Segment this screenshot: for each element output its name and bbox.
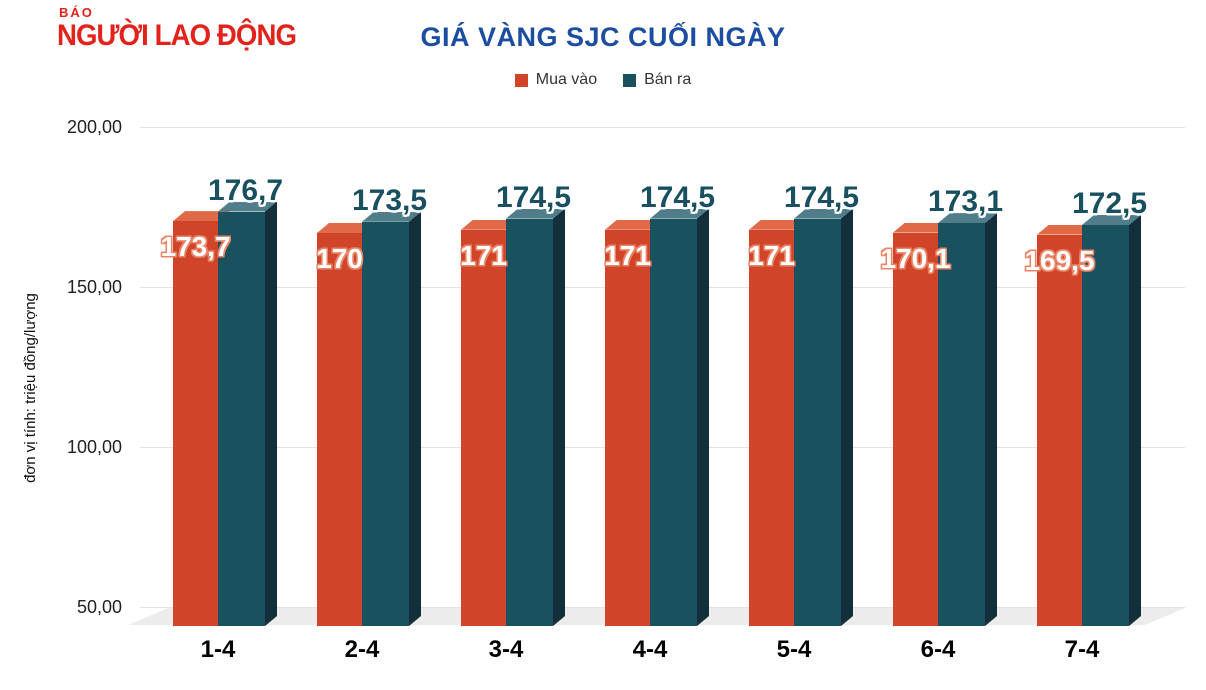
sell-bar xyxy=(650,218,697,626)
sell-bar-top xyxy=(794,209,853,219)
chart-legend: Mua vào Bán ra xyxy=(0,71,1206,89)
sell-bar xyxy=(794,218,841,626)
y-tick-label: 200,00 xyxy=(66,117,122,137)
legend-buy-label: Mua vào xyxy=(535,71,598,88)
newspaper-logo: BÁO NGƯỜI LAO ĐỘNG xyxy=(57,6,317,51)
sell-color-swatch xyxy=(623,73,637,87)
sell-bar-top xyxy=(650,209,709,219)
x-axis-label: 3-4 xyxy=(488,636,524,663)
sell-bar-side xyxy=(409,212,421,626)
logo-bao-text: BÁO xyxy=(59,5,94,20)
sell-bar-side xyxy=(697,209,709,626)
sell-bar xyxy=(506,218,553,626)
y-tick-label: 100,00 xyxy=(66,437,122,457)
sell-bar-side xyxy=(265,202,277,626)
legend-item-buy: Mua vào xyxy=(514,71,598,89)
buy-bar xyxy=(893,232,938,626)
sell-bar-label: 173,1 xyxy=(927,185,1004,219)
buy-bar-top xyxy=(317,223,374,233)
buy-bar-top xyxy=(461,220,518,230)
sell-bar-side xyxy=(553,209,565,626)
sell-bar-label: 174,5 xyxy=(783,180,860,214)
buy-bar xyxy=(461,229,506,626)
buy-bar-label: 171 xyxy=(748,239,795,271)
buy-bar-label: 170 xyxy=(316,243,363,274)
sell-bar-label: 174,5 xyxy=(495,180,572,214)
buy-bar-top xyxy=(605,220,662,230)
buy-bar-label: 171 xyxy=(460,239,507,271)
chart-title: GIÁ VÀNG SJC CUỐI NGÀY xyxy=(420,22,786,52)
buy-bar-top xyxy=(1037,225,1094,235)
buy-color-swatch xyxy=(514,73,528,87)
legend-item-sell: Bán ra xyxy=(623,71,691,89)
sell-bar-side xyxy=(841,209,853,626)
sell-bar-top xyxy=(218,202,277,212)
sell-bar xyxy=(1082,225,1129,626)
x-axis-label: 5-4 xyxy=(776,636,812,663)
gridline xyxy=(140,127,1185,128)
x-axis-label: 4-4 xyxy=(632,636,668,663)
sell-bar-top xyxy=(506,209,565,219)
buy-bar xyxy=(317,233,362,626)
sell-bar-label: 174,5 xyxy=(639,180,716,214)
buy-bar-label: 173,7 xyxy=(160,231,231,263)
x-axis-label: 7-4 xyxy=(1064,636,1100,663)
y-tick-label: 150,00 xyxy=(66,277,122,297)
buy-bar-label: 169,5 xyxy=(1024,244,1095,276)
buy-bar xyxy=(1037,234,1082,626)
sell-bar-label: 172,5 xyxy=(1071,187,1148,220)
x-axis-label: 1-4 xyxy=(200,636,236,663)
sell-bar-label: 173,5 xyxy=(351,183,428,217)
buy-bar-label: 171 xyxy=(604,239,651,271)
sell-bar xyxy=(218,211,265,626)
sell-bar-top xyxy=(1082,215,1141,225)
y-axis-title: đơn vị tính: triệu đồng/lượng xyxy=(22,293,39,483)
buy-bar-label: 170,1 xyxy=(880,242,951,274)
buy-bar-top xyxy=(893,223,950,233)
buy-bar xyxy=(605,229,650,626)
sell-bar-side xyxy=(1129,215,1141,626)
buy-bar xyxy=(173,221,218,626)
buy-bar xyxy=(749,229,794,626)
x-axis-label: 2-4 xyxy=(344,636,380,663)
sell-bar xyxy=(938,223,985,626)
logo-nguoi-lao-dong-text: NGƯỜI LAO ĐỘNG xyxy=(57,19,297,52)
buy-bar-top xyxy=(749,220,806,230)
buy-bar-top xyxy=(173,211,230,221)
legend-sell-label: Bán ra xyxy=(644,71,692,88)
y-tick-label: 50,00 xyxy=(76,597,122,617)
sell-bar-side xyxy=(985,213,997,626)
x-axis-label: 6-4 xyxy=(920,636,956,663)
sell-bar-label: 176,7 xyxy=(207,173,284,207)
sell-bar-top xyxy=(362,212,421,222)
sell-bar xyxy=(362,221,409,626)
sell-bar-top xyxy=(938,213,997,223)
